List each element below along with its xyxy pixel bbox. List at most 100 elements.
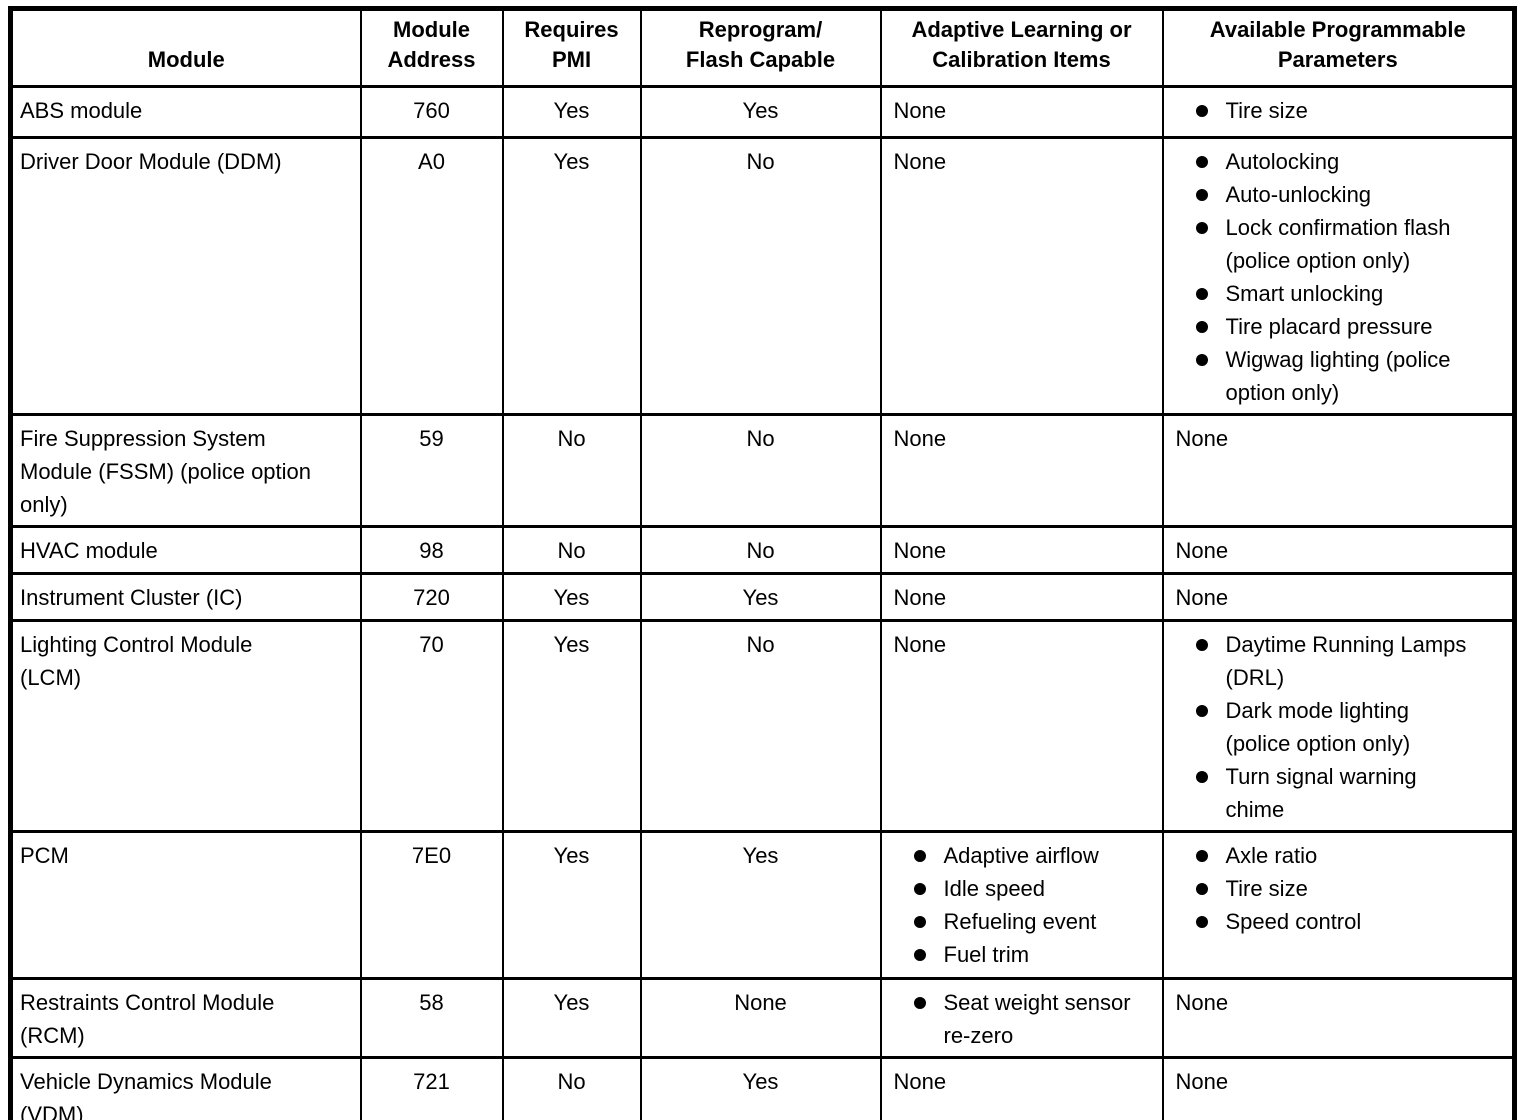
table-row: HVAC module 98 No No None None	[9, 525, 1516, 575]
column-header-module-address: Module Address	[359, 7, 504, 88]
table-header-row: Module Module Address Requires PMI Repro…	[9, 7, 1516, 88]
list-item: Auto-unlocking	[1165, 178, 1511, 211]
module-programming-table: Module Module Address Requires PMI Repro…	[8, 6, 1517, 1120]
list-item: Axle ratio	[1165, 839, 1511, 872]
list-item: Tire size	[1165, 94, 1511, 127]
cell-requires-pmi: Yes	[501, 977, 642, 1059]
cell-programmable-parameters: Tire size	[1161, 85, 1516, 139]
bullet-icon	[913, 883, 926, 895]
bullet-icon	[913, 850, 926, 862]
list-item: Lock confirmation flash (police option o…	[1165, 211, 1511, 277]
cell-programmable-parameters: Autolocking Auto-unlocking Lock confirma…	[1161, 136, 1516, 416]
cell-programmable-parameters: Axle ratio Tire size Speed control	[1161, 830, 1516, 980]
cell-module: Driver Door Module (DDM)	[9, 136, 362, 416]
cell-programmable-parameters: Daytime Running Lamps (DRL) Dark mode li…	[1161, 619, 1516, 833]
bullet-icon	[1195, 354, 1208, 366]
cell-adaptive-learning: None	[879, 413, 1164, 528]
list-item: Autolocking	[1165, 145, 1511, 178]
bullet-icon	[1195, 222, 1208, 234]
cell-module-address: 760	[359, 85, 504, 139]
table-row: ABS module 760 Yes Yes None Tire size	[9, 85, 1516, 139]
bullet-icon	[913, 916, 926, 928]
cell-requires-pmi: No	[501, 413, 642, 528]
cell-programmable-parameters: None	[1161, 413, 1516, 528]
table-row: Vehicle Dynamics Module (VDM) 721 No Yes…	[9, 1056, 1516, 1120]
bullet-icon	[1195, 105, 1208, 117]
list-item: Smart unlocking	[1165, 277, 1511, 310]
cell-module-address: 720	[359, 572, 504, 622]
list-item: Seat weight sensor re-zero	[883, 986, 1160, 1052]
cell-requires-pmi: Yes	[501, 136, 642, 416]
column-header-adaptive-learning: Adaptive Learning or Calibration Items	[879, 7, 1164, 88]
cell-module-address: 70	[359, 619, 504, 833]
cell-programmable-parameters: None	[1161, 977, 1516, 1059]
cell-module: Instrument Cluster (IC)	[9, 572, 362, 622]
cell-requires-pmi: No	[501, 525, 642, 575]
list-item: Dark mode lighting (police option only)	[1165, 694, 1511, 760]
cell-flash-capable: No	[639, 413, 882, 528]
column-header-requires-pmi: Requires PMI	[501, 7, 642, 88]
list-item: Tire placard pressure	[1165, 310, 1511, 343]
cell-module-address: 721	[359, 1056, 504, 1120]
bullet-icon	[1195, 189, 1208, 201]
bullet-icon	[1195, 156, 1208, 168]
cell-flash-capable: Yes	[639, 85, 882, 139]
column-header-module: Module	[9, 7, 362, 88]
list-item: Speed control	[1165, 905, 1511, 938]
cell-adaptive-learning: None	[879, 85, 1164, 139]
list-item: Wigwag lighting (police option only)	[1165, 343, 1511, 409]
cell-programmable-parameters: None	[1161, 572, 1516, 622]
list-item: Turn signal warning chime	[1165, 760, 1511, 826]
cell-module: Restraints Control Module (RCM)	[9, 977, 362, 1059]
cell-requires-pmi: Yes	[501, 830, 642, 980]
cell-requires-pmi: Yes	[501, 619, 642, 833]
list-item: Fuel trim	[883, 938, 1160, 971]
table-row: Instrument Cluster (IC) 720 Yes Yes None…	[9, 572, 1516, 622]
list-item: Idle speed	[883, 872, 1160, 905]
table-row: Fire Suppression System Module (FSSM) (p…	[9, 413, 1516, 528]
cell-module-address: 58	[359, 977, 504, 1059]
bullet-icon	[1195, 321, 1208, 333]
cell-module: PCM	[9, 830, 362, 980]
cell-programmable-parameters: None	[1161, 525, 1516, 575]
table-row: Driver Door Module (DDM) A0 Yes No None …	[9, 136, 1516, 416]
cell-flash-capable: Yes	[639, 830, 882, 980]
cell-flash-capable: No	[639, 136, 882, 416]
cell-adaptive-learning: None	[879, 525, 1164, 575]
bullet-icon	[1195, 916, 1208, 928]
cell-adaptive-learning: None	[879, 619, 1164, 833]
cell-adaptive-learning: None	[879, 1056, 1164, 1120]
cell-requires-pmi: No	[501, 1056, 642, 1120]
table-row: Lighting Control Module (LCM) 70 Yes No …	[9, 619, 1516, 833]
cell-flash-capable: Yes	[639, 572, 882, 622]
cell-flash-capable: Yes	[639, 1056, 882, 1120]
cell-module-address: 59	[359, 413, 504, 528]
table-row: PCM 7E0 Yes Yes Adaptive airflow Idle sp…	[9, 830, 1516, 980]
list-item: Tire size	[1165, 872, 1511, 905]
bullet-icon	[1195, 288, 1208, 300]
cell-module: Fire Suppression System Module (FSSM) (p…	[9, 413, 362, 528]
cell-module-address: 98	[359, 525, 504, 575]
cell-flash-capable: None	[639, 977, 882, 1059]
bullet-icon	[913, 949, 926, 961]
cell-module-address: A0	[359, 136, 504, 416]
list-item: Refueling event	[883, 905, 1160, 938]
cell-adaptive-learning: Seat weight sensor re-zero	[879, 977, 1164, 1059]
bullet-icon	[1195, 850, 1208, 862]
bullet-icon	[913, 997, 926, 1009]
cell-flash-capable: No	[639, 619, 882, 833]
list-item: Adaptive airflow	[883, 839, 1160, 872]
bullet-icon	[1195, 771, 1208, 783]
cell-module: ABS module	[9, 85, 362, 139]
cell-flash-capable: No	[639, 525, 882, 575]
table-row: Restraints Control Module (RCM) 58 Yes N…	[9, 977, 1516, 1059]
bullet-icon	[1195, 705, 1208, 717]
cell-programmable-parameters: None	[1161, 1056, 1516, 1120]
bullet-icon	[1195, 639, 1208, 651]
cell-module: Vehicle Dynamics Module (VDM)	[9, 1056, 362, 1120]
column-header-flash-capable: Reprogram/ Flash Capable	[639, 7, 882, 88]
cell-module: Lighting Control Module (LCM)	[9, 619, 362, 833]
column-header-programmable-parameters: Available Programmable Parameters	[1161, 7, 1516, 88]
list-item: Daytime Running Lamps (DRL)	[1165, 628, 1511, 694]
cell-module: HVAC module	[9, 525, 362, 575]
